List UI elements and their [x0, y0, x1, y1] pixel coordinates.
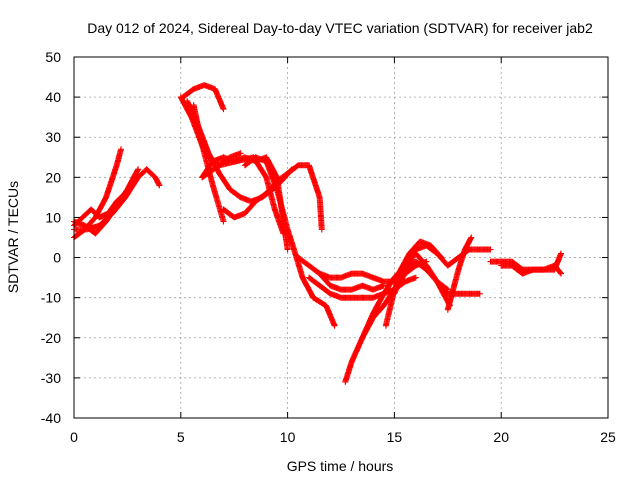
y-tick-label: -20: [41, 330, 61, 346]
y-tick-label: -40: [41, 410, 61, 426]
x-tick-label: 10: [280, 429, 296, 445]
y-tick-label: 0: [53, 250, 61, 266]
series-sat-l: [241, 154, 338, 329]
y-axis-label: SDTVAR / TECUs: [5, 181, 21, 293]
y-tick-label: -10: [41, 290, 61, 306]
plot-frame: [73, 56, 609, 419]
data-points-sat-f: [179, 82, 227, 113]
data-points-sat-o: [316, 270, 387, 293]
y-tick-label: 10: [45, 209, 61, 225]
y-tick-label: -30: [41, 370, 61, 386]
tick-layer: 0 5 10 15 20 25 -40 -30 -20 -10 0 10 20 30 40 50: [41, 49, 616, 445]
series-sat-t: [395, 238, 445, 277]
x-axis-label: GPS time / hours: [287, 458, 394, 474]
x-tick-label: 0: [70, 429, 78, 445]
series-sat-k: [220, 162, 325, 233]
x-tick-label: 20: [493, 429, 509, 445]
y-tick-label: 20: [45, 169, 61, 185]
series-sat-f: [179, 82, 227, 113]
data-points-sat-v: [444, 234, 475, 313]
series-sat-o: [316, 270, 387, 293]
series-sat-x: [498, 250, 564, 277]
y-tick-label: 30: [45, 129, 61, 145]
x-tick-label: 5: [177, 429, 185, 445]
series-sat-v: [444, 234, 475, 313]
y-tick-label: 40: [45, 89, 61, 105]
data-points-sat-t: [395, 238, 445, 277]
x-tick-label: 25: [600, 429, 616, 445]
data-points-sat-x: [498, 250, 564, 277]
chart-title: Day 012 of 2024, Sidereal Day-to-day VTE…: [87, 20, 593, 36]
data-points-sat-k: [220, 162, 325, 233]
x-tick-label: 15: [387, 429, 403, 445]
data-points-sat-l: [241, 154, 338, 329]
y-tick-label: 50: [45, 49, 61, 65]
